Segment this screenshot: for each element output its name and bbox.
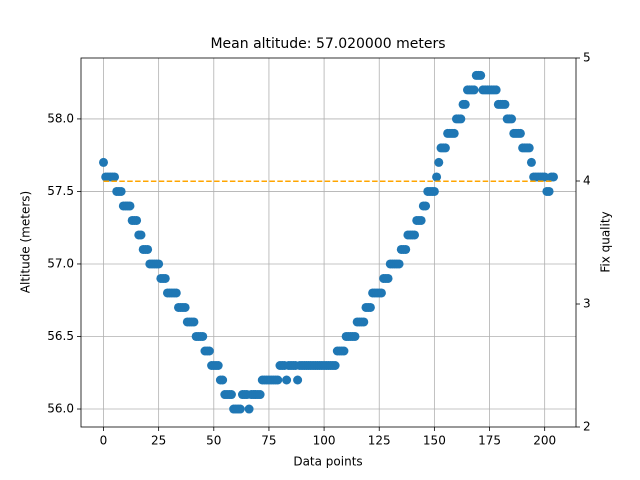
x-axis-label: Data points [293, 455, 362, 469]
point [549, 172, 558, 182]
point [376, 288, 386, 298]
point [171, 288, 181, 298]
point [293, 375, 303, 385]
point [410, 230, 420, 240]
point [500, 99, 510, 109]
point [213, 361, 223, 370]
y2-tick-label: 3 [583, 297, 591, 311]
y-axis-label: Altitude (meters) [19, 191, 33, 293]
point [180, 302, 190, 312]
x-tick-label: 100 [313, 434, 336, 448]
point [359, 317, 369, 327]
point [116, 186, 126, 196]
point [154, 259, 164, 269]
x-tick-label: 175 [478, 434, 501, 448]
x-tick-label: 200 [533, 434, 556, 448]
y2-tick-label: 4 [583, 174, 591, 188]
point [383, 273, 393, 283]
point [198, 331, 208, 341]
x-tick-label: 25 [151, 434, 166, 448]
point [244, 404, 254, 414]
point [469, 85, 479, 95]
point [255, 390, 265, 400]
point [132, 215, 142, 225]
point [456, 114, 466, 124]
point [449, 128, 459, 138]
point [273, 375, 283, 385]
y2-tick-label: 5 [583, 51, 591, 65]
point [143, 244, 153, 254]
x-tick-label: 125 [368, 434, 391, 448]
x-tick-label: 150 [423, 434, 446, 448]
point [394, 259, 404, 269]
x-tick-label: 0 [100, 434, 108, 448]
y-tick-label: 57.0 [47, 256, 74, 270]
y-tick-label: 56.0 [47, 402, 74, 416]
point [421, 201, 431, 211]
point [401, 244, 411, 254]
point [235, 404, 245, 414]
chart-title: Mean altitude: 57.020000 meters [210, 36, 445, 52]
point [476, 70, 486, 80]
point [226, 390, 236, 400]
point [218, 375, 228, 385]
y-tick-label: 57.5 [47, 184, 74, 198]
point [515, 128, 525, 138]
point [416, 215, 426, 225]
point [544, 186, 554, 196]
point [491, 85, 501, 95]
point [365, 302, 375, 312]
point [125, 201, 135, 211]
point [350, 331, 360, 341]
point [460, 99, 470, 109]
point [432, 172, 442, 182]
point [440, 143, 450, 153]
point [330, 361, 340, 370]
point [160, 273, 170, 283]
plot-frame [80, 57, 577, 428]
x-tick-label: 50 [206, 434, 221, 448]
y2-axis-label: Fix quality [599, 211, 613, 272]
point [540, 172, 550, 182]
point [136, 230, 146, 240]
point [110, 172, 120, 182]
point [339, 346, 349, 356]
y-tick-label: 58.0 [47, 111, 74, 125]
point [282, 375, 292, 385]
point [429, 186, 439, 196]
point [189, 317, 199, 327]
point [204, 346, 214, 356]
point [526, 157, 536, 167]
x-tick-label: 75 [261, 434, 276, 448]
y-tick-label: 56.5 [47, 329, 74, 343]
point [99, 157, 108, 167]
point [507, 114, 517, 124]
y2-tick-label: 2 [583, 420, 591, 434]
point [524, 143, 534, 153]
point [434, 157, 444, 167]
